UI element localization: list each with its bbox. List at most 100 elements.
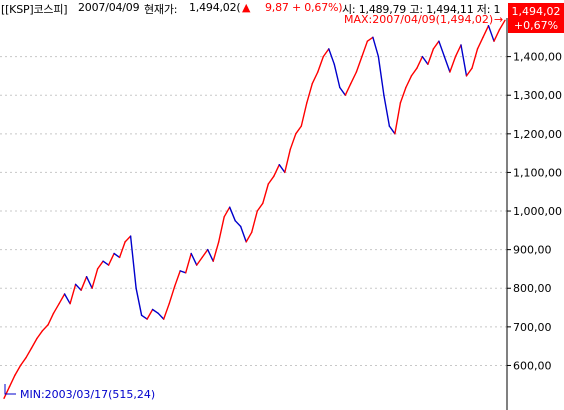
price-segment — [69, 283, 77, 305]
y-tick-label: 1,000,00 — [513, 205, 562, 218]
price-segment — [96, 260, 104, 270]
current-price-tag-bg — [508, 3, 564, 33]
current-price-value: 1,494,02( — [189, 1, 241, 14]
price-segment — [195, 256, 203, 266]
current-price-tag-value: 1,494,02 — [512, 5, 561, 18]
price-segment — [311, 71, 319, 85]
y-tick-label: 700,00 — [513, 321, 552, 334]
price-segment — [52, 303, 60, 314]
price-segment — [339, 86, 346, 96]
gridlines — [0, 56, 507, 366]
price-segment — [443, 55, 451, 73]
price-segment — [129, 235, 137, 289]
price-segment — [14, 364, 22, 376]
price-segment — [421, 55, 429, 66]
price-segment — [146, 308, 154, 320]
price-segment — [427, 48, 435, 66]
price-segment — [135, 287, 143, 316]
price-segment — [405, 75, 413, 89]
y-tick-label: 1,300,00 — [513, 89, 562, 102]
price-segment — [206, 248, 214, 262]
price-segment — [300, 102, 308, 127]
price-segment — [223, 206, 231, 218]
price-segment — [383, 94, 391, 127]
price-segment — [394, 102, 402, 135]
price-segment — [41, 324, 49, 332]
price-segment — [366, 36, 374, 42]
price-segment — [157, 312, 165, 320]
price-segment — [317, 55, 324, 73]
price-series — [3, 19, 506, 399]
price-segment — [372, 36, 380, 58]
price-segment — [278, 163, 286, 174]
price-segment — [151, 308, 159, 314]
price-segment — [410, 67, 418, 77]
price-segment — [58, 293, 66, 305]
max-arrow-icon: → — [494, 13, 503, 26]
price-segment — [355, 55, 363, 73]
price-segment — [295, 125, 302, 135]
price-segment — [245, 231, 253, 243]
instrument-code: [[KSP]코스피] — [1, 3, 68, 16]
price-segment — [344, 82, 352, 96]
price-segment — [273, 163, 280, 178]
price-segment — [74, 283, 82, 291]
price-segment — [328, 48, 335, 66]
y-tick-label: 900,00 — [513, 244, 552, 257]
price-segment — [416, 55, 424, 69]
price-segment — [118, 241, 126, 259]
price-segment — [256, 202, 264, 212]
price-segment — [212, 241, 220, 262]
price-segment — [267, 175, 275, 185]
price-segment — [377, 55, 385, 96]
price-change: 9,87 + 0,67%) — [265, 1, 343, 14]
price-segment — [438, 40, 446, 58]
price-segment — [85, 276, 93, 289]
current-price-tag-percent: +0,67% — [514, 19, 558, 32]
price-segment — [388, 125, 396, 135]
y-tick-label: 1,100,00 — [513, 166, 562, 179]
price-segment — [80, 276, 88, 291]
price-segment — [140, 314, 148, 320]
max-annotation: MAX:2007/04/09(1,494,02) — [344, 13, 493, 26]
y-tick-label: 600,00 — [513, 359, 552, 372]
price-segment — [454, 44, 462, 58]
price-segment — [350, 71, 358, 85]
current-price-label: 현재가: — [144, 3, 178, 16]
price-segment — [361, 40, 369, 58]
price-segment — [30, 337, 38, 349]
y-tick-label: 1,400,00 — [513, 51, 562, 64]
y-tick-label: 800,00 — [513, 282, 552, 295]
price-segment — [47, 312, 55, 326]
ohlc-summary: 시: 1,489,79 고: 1,494,11 저: 1 — [342, 3, 501, 16]
price-segment — [102, 260, 110, 266]
price-segment — [487, 25, 495, 42]
price-segment — [284, 148, 291, 174]
price-segment — [8, 374, 16, 388]
price-segment — [107, 252, 115, 266]
price-segment — [228, 206, 236, 222]
price-segment — [162, 303, 170, 320]
min-bracket-icon — [4, 384, 16, 395]
price-segment — [63, 293, 71, 305]
price-segment — [113, 252, 121, 259]
price-segment — [476, 36, 484, 50]
price-segment — [262, 183, 269, 205]
price-segment — [36, 330, 44, 340]
price-segment — [460, 44, 468, 77]
price-segment — [498, 19, 506, 31]
price-segment — [201, 248, 209, 259]
quote-date: 2007/04/09 — [78, 1, 140, 14]
price-segment — [3, 386, 11, 399]
price-segment — [465, 67, 473, 77]
price-segment — [493, 28, 501, 42]
price-segment — [184, 252, 192, 274]
price-segment — [91, 268, 99, 289]
price-segment — [306, 82, 313, 104]
price-segment — [482, 25, 490, 38]
y-tick-label: 1,200,00 — [513, 128, 562, 141]
price-segment — [289, 133, 297, 151]
price-segment — [19, 357, 27, 367]
min-annotation: MIN:2003/03/17(515,24) — [20, 388, 155, 401]
price-segment — [234, 219, 242, 228]
